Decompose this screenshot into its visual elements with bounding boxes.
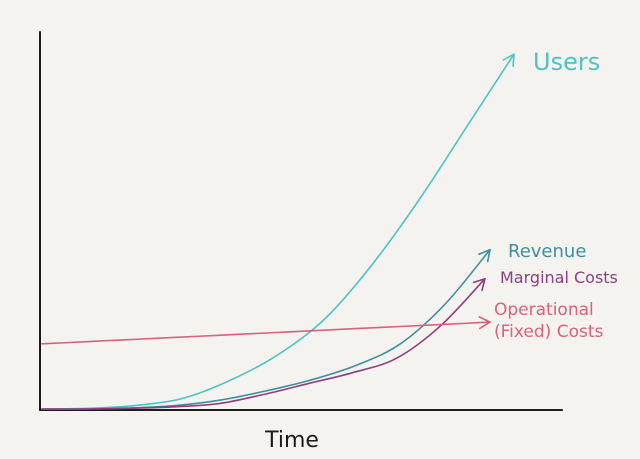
arrow-head-revenue bbox=[478, 248, 491, 263]
series-line-operational-fixed-costs bbox=[41, 321, 491, 345]
x-axis-label: Time bbox=[264, 428, 319, 453]
series-label-users: Users bbox=[533, 48, 600, 76]
series-line-users bbox=[41, 53, 515, 410]
series-label-operational-fixed-costs-line-2: (Fixed) Costs bbox=[494, 322, 604, 342]
series-line-revenue bbox=[41, 248, 491, 410]
label-layer: Users Revenue Marginal Costs Operational(Fi… bbox=[494, 48, 618, 342]
arrow-head-operational-fixed-costs bbox=[478, 316, 491, 330]
series-label-operational-fixed-costs-line-1: Operational bbox=[494, 300, 594, 320]
series-label-revenue: Revenue bbox=[508, 241, 586, 262]
arrow-head-marginal-costs bbox=[472, 277, 486, 292]
arrow-head-users bbox=[502, 53, 515, 67]
series-label-marginal-costs: Marginal Costs bbox=[500, 268, 618, 287]
series-line-marginal-costs bbox=[41, 277, 486, 410]
series-layer bbox=[41, 53, 515, 410]
